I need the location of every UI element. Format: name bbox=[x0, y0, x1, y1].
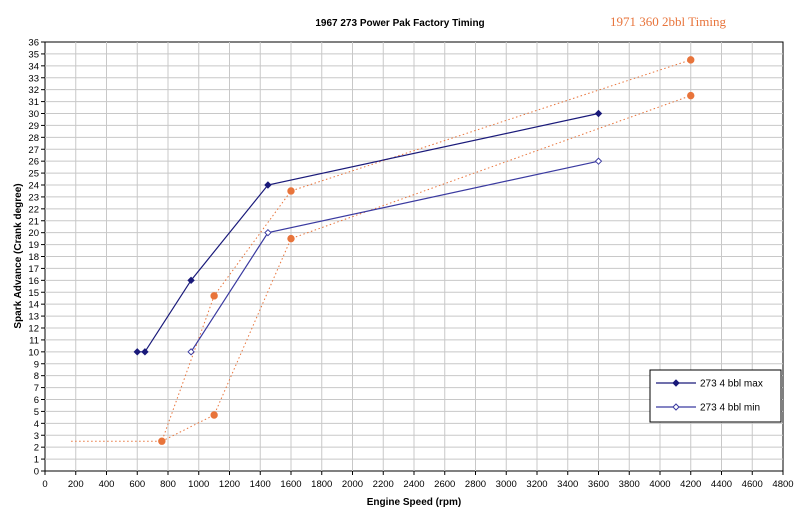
y-tick-label: 2 bbox=[34, 443, 39, 454]
y-tick-label: 5 bbox=[34, 407, 39, 418]
x-axis-label: Engine Speed (rpm) bbox=[367, 497, 461, 508]
overlay-series-point bbox=[210, 292, 218, 300]
y-tick-label: 3 bbox=[34, 431, 39, 442]
overlay-series-line bbox=[161, 95, 691, 442]
legend-label: 273 4 bbl max bbox=[700, 379, 763, 390]
x-tick-label: 200 bbox=[68, 479, 84, 490]
y-tick-label: 28 bbox=[28, 133, 39, 144]
x-tick-label: 600 bbox=[129, 479, 145, 490]
y-tick-label: 15 bbox=[28, 288, 39, 299]
x-tick-label: 4800 bbox=[772, 479, 793, 490]
y-tick-label: 32 bbox=[28, 85, 39, 96]
y-tick-label: 12 bbox=[28, 324, 39, 335]
series-point bbox=[594, 109, 603, 118]
series-point bbox=[187, 276, 195, 285]
y-tick-label: 20 bbox=[28, 228, 39, 239]
series-point bbox=[264, 181, 272, 189]
y-tick-label: 16 bbox=[28, 276, 39, 287]
y-tick-label: 36 bbox=[28, 38, 39, 49]
overlay-series-point bbox=[287, 234, 295, 243]
y-tick-label: 7 bbox=[34, 383, 39, 394]
y-tick-label: 13 bbox=[28, 312, 39, 323]
legend-box bbox=[649, 369, 782, 423]
legend: 273 4 bbl max 273 4 bbl min bbox=[649, 369, 782, 423]
x-tick-label: 4000 bbox=[649, 479, 670, 490]
y-tick-label: 31 bbox=[28, 97, 39, 108]
x-tick-label: 4400 bbox=[711, 479, 732, 490]
y-tick-label: 9 bbox=[34, 359, 39, 370]
y-tick-label: 24 bbox=[28, 181, 39, 192]
y-tick-label: 30 bbox=[28, 109, 39, 120]
legend-marker bbox=[672, 379, 680, 387]
series-point bbox=[594, 157, 603, 165]
series-point bbox=[133, 348, 141, 356]
legend-label: 273 4 bbl min bbox=[700, 403, 760, 414]
y-tick-label: 21 bbox=[28, 216, 39, 227]
y-tick-label: 33 bbox=[28, 73, 39, 84]
y-tick-label: 18 bbox=[28, 252, 39, 263]
x-tick-label: 2600 bbox=[434, 479, 455, 490]
y-tick-label: 19 bbox=[28, 240, 39, 251]
y-axis-label: Spark Advance (Crank degree) bbox=[13, 183, 24, 328]
y-tick-label: 1 bbox=[34, 455, 39, 466]
legend-marker bbox=[672, 403, 680, 411]
x-tick-label: 3200 bbox=[526, 479, 547, 490]
y-axis-ticks: 0123456789101112131415161718192021222324… bbox=[28, 38, 45, 478]
series-point bbox=[187, 348, 195, 356]
series-point bbox=[264, 228, 272, 237]
x-tick-label: 3400 bbox=[557, 479, 578, 490]
x-tick-label: 1200 bbox=[219, 479, 240, 490]
overlay-series-point bbox=[687, 56, 695, 64]
overlay-series-point bbox=[287, 187, 295, 195]
x-tick-label: 800 bbox=[160, 479, 176, 490]
y-tick-label: 10 bbox=[28, 347, 39, 358]
overlay-series-point bbox=[687, 91, 695, 100]
x-tick-label: 4200 bbox=[680, 479, 701, 490]
x-tick-label: 2400 bbox=[403, 479, 424, 490]
y-tick-label: 22 bbox=[28, 204, 39, 215]
x-tick-label: 2800 bbox=[465, 479, 486, 490]
y-tick-label: 0 bbox=[34, 467, 39, 478]
x-tick-label: 1400 bbox=[250, 479, 271, 490]
y-tick-label: 26 bbox=[28, 157, 39, 168]
y-tick-label: 27 bbox=[28, 145, 39, 156]
y-tick-label: 29 bbox=[28, 121, 39, 132]
overlay-series-group bbox=[71, 56, 695, 445]
series-group bbox=[133, 109, 603, 356]
y-tick-label: 14 bbox=[28, 300, 39, 311]
y-tick-label: 35 bbox=[28, 49, 39, 60]
x-tick-label: 400 bbox=[99, 479, 115, 490]
overlay-chart-title: 1971 360 2bbl Timing bbox=[610, 14, 726, 29]
x-tick-label: 2000 bbox=[342, 479, 363, 490]
x-tick-label: 1600 bbox=[280, 479, 301, 490]
y-tick-label: 6 bbox=[34, 395, 39, 406]
y-tick-label: 4 bbox=[34, 419, 39, 430]
legend-entries: 273 4 bbl max 273 4 bbl min bbox=[656, 379, 763, 414]
y-tick-label: 17 bbox=[28, 264, 39, 275]
series-point bbox=[141, 348, 149, 356]
x-tick-label: 4600 bbox=[742, 479, 763, 490]
x-tick-label: 3600 bbox=[588, 479, 609, 490]
x-tick-label: 1000 bbox=[188, 479, 209, 490]
y-tick-label: 34 bbox=[28, 61, 39, 72]
y-tick-label: 23 bbox=[28, 192, 39, 203]
y-tick-label: 8 bbox=[34, 371, 39, 382]
x-tick-label: 0 bbox=[42, 479, 47, 490]
y-tick-label: 11 bbox=[29, 335, 39, 346]
x-axis-ticks: 0 200 400 600 800 1000 1200 1400 1600 1800 2000 220… bbox=[42, 471, 794, 490]
y-tick-label: 25 bbox=[28, 169, 39, 180]
chart-title: 1967 273 Power Pak Factory Timing bbox=[315, 18, 484, 29]
x-tick-label: 3000 bbox=[496, 479, 517, 490]
x-tick-label: 1800 bbox=[311, 479, 332, 490]
x-tick-label: 2200 bbox=[373, 479, 394, 490]
x-tick-label: 3800 bbox=[619, 479, 640, 490]
overlay-series-point bbox=[210, 411, 218, 419]
